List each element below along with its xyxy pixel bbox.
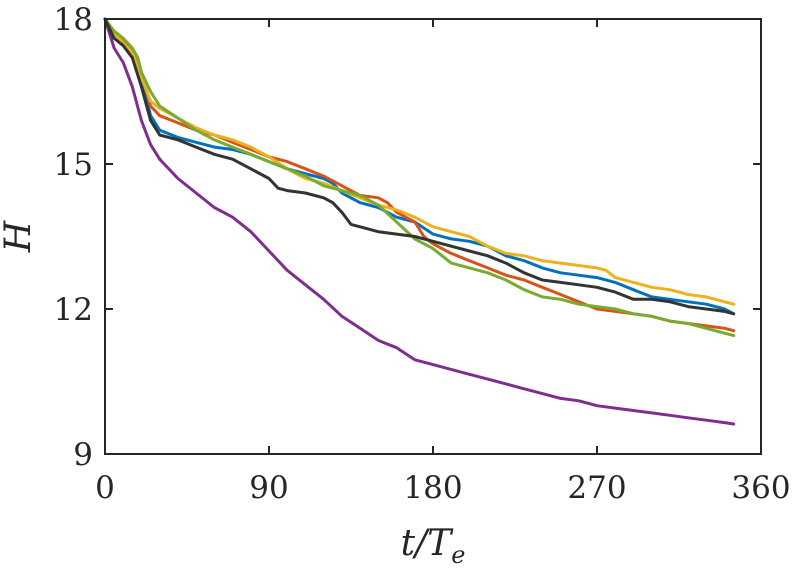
y-tick-label: 15 <box>54 147 93 183</box>
y-tick-label: 18 <box>54 2 93 38</box>
plot-area-frame <box>104 18 762 455</box>
x-tick-label: 90 <box>249 470 288 506</box>
y-tick-label: 9 <box>73 437 93 473</box>
series-layer <box>103 17 736 426</box>
series-line-3 <box>103 17 736 306</box>
series-line-4 <box>103 17 736 426</box>
x-tick-label: 270 <box>567 470 626 506</box>
x-axis-label-subscript: e <box>451 541 465 569</box>
y-tick-label: 12 <box>54 292 93 328</box>
series-line-6 <box>103 17 736 316</box>
x-tick-label: 0 <box>95 470 115 506</box>
x-tick-label: 360 <box>731 470 790 506</box>
series-line-5 <box>103 17 736 338</box>
x-axis-label: t/Te <box>401 523 466 569</box>
series-line-1 <box>103 17 736 316</box>
x-tick-label: 180 <box>403 470 462 506</box>
y-axis-label: H <box>0 220 39 253</box>
ticks-layer: 0 90 180 270 360 9 12 15 18 <box>54 2 791 506</box>
series-line-2 <box>103 17 736 333</box>
